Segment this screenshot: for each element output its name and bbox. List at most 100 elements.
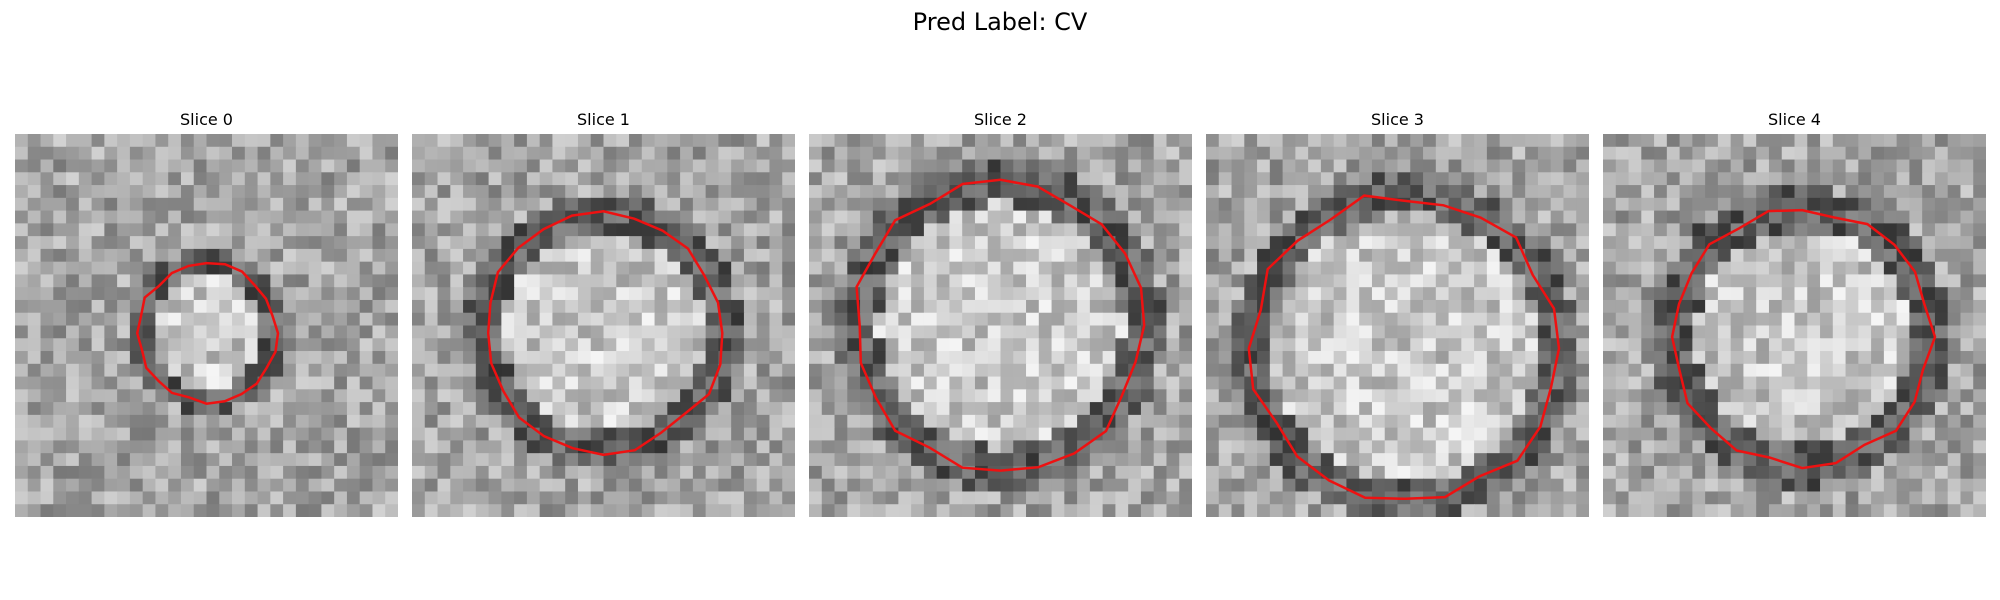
image-pixel (1115, 338, 1128, 351)
image-pixel (898, 262, 911, 275)
image-pixel (860, 313, 873, 326)
image-pixel (731, 453, 744, 466)
image-pixel (309, 198, 322, 211)
image-pixel (1769, 223, 1782, 236)
image-pixel (1077, 504, 1090, 517)
image-pixel (143, 160, 156, 173)
image-pixel (347, 377, 360, 390)
image-pixel (629, 389, 642, 402)
image-pixel (565, 338, 578, 351)
image-pixel (1948, 491, 1961, 504)
image-pixel (757, 211, 770, 224)
image-pixel (1731, 402, 1744, 415)
image-pixel (616, 326, 629, 339)
image-pixel (924, 160, 937, 173)
image-pixel (1398, 440, 1411, 453)
image-pixel (578, 504, 591, 517)
image-pixel (886, 211, 899, 224)
image-pixel (347, 479, 360, 492)
image-pixel (219, 313, 232, 326)
image-pixel (680, 351, 693, 364)
image-pixel (911, 377, 924, 390)
image-pixel (1846, 172, 1859, 185)
image-pixel (501, 236, 514, 249)
image-pixel (1897, 440, 1910, 453)
image-pixel (1166, 300, 1179, 313)
image-pixel (1334, 147, 1347, 160)
image-pixel (1077, 428, 1090, 441)
image-pixel (1346, 440, 1359, 453)
image-pixel (1052, 479, 1065, 492)
image-pixel (1013, 440, 1026, 453)
image-pixel (1321, 185, 1334, 198)
image-pixel (629, 300, 642, 313)
image-pixel (1334, 262, 1347, 275)
image-pixel (552, 466, 565, 479)
image-pixel (822, 377, 835, 390)
image-pixel (1667, 287, 1680, 300)
image-pixel (1103, 428, 1116, 441)
image-pixel (731, 223, 744, 236)
image-pixel (822, 491, 835, 504)
image-pixel (1948, 262, 1961, 275)
image-pixel (283, 211, 296, 224)
image-pixel (258, 172, 271, 185)
image-pixel (1705, 147, 1718, 160)
image-pixel (822, 402, 835, 415)
image-pixel (1295, 249, 1308, 262)
image-pixel (130, 504, 143, 517)
image-pixel (540, 326, 553, 339)
image-pixel (1525, 453, 1538, 466)
image-pixel (194, 428, 207, 441)
image-pixel (232, 364, 245, 377)
image-pixel (1013, 211, 1026, 224)
image-pixel (1897, 172, 1910, 185)
image-pixel (1232, 466, 1245, 479)
image-pixel (66, 147, 79, 160)
image-pixel (718, 223, 731, 236)
image-pixel (1692, 440, 1705, 453)
image-pixel (1884, 351, 1897, 364)
image-pixel (1935, 223, 1948, 236)
image-pixel (1563, 300, 1576, 313)
image-pixel (1551, 223, 1564, 236)
image-pixel (898, 223, 911, 236)
image-pixel (1461, 287, 1474, 300)
image-pixel (1166, 249, 1179, 262)
image-pixel (1026, 287, 1039, 300)
image-pixel (1257, 440, 1270, 453)
image-pixel (1334, 249, 1347, 262)
image-pixel (1052, 504, 1065, 517)
image-pixel (245, 198, 258, 211)
image-pixel (372, 274, 385, 287)
image-pixel (258, 198, 271, 211)
image-pixel (425, 466, 438, 479)
image-pixel (1013, 198, 1026, 211)
image-pixel (757, 402, 770, 415)
image-pixel (604, 504, 617, 517)
image-pixel (591, 326, 604, 339)
image-pixel (1629, 172, 1642, 185)
image-pixel (1257, 326, 1270, 339)
image-pixel (514, 287, 527, 300)
image-pixel (835, 300, 848, 313)
image-pixel (667, 338, 680, 351)
image-pixel (1346, 223, 1359, 236)
image-pixel (168, 440, 181, 453)
image-pixel (1705, 338, 1718, 351)
image-pixel (1973, 300, 1986, 313)
image-pixel (1782, 428, 1795, 441)
image-pixel (744, 147, 757, 160)
image-pixel (873, 300, 886, 313)
image-pixel (1603, 300, 1616, 313)
image-pixel (1128, 147, 1141, 160)
image-pixel (1846, 134, 1859, 147)
image-pixel (1846, 491, 1859, 504)
image-pixel (1858, 198, 1871, 211)
image-pixel (1807, 160, 1820, 173)
image-pixel (667, 274, 680, 287)
image-pixel (425, 351, 438, 364)
image-pixel (1525, 185, 1538, 198)
image-pixel (1667, 236, 1680, 249)
image-pixel (962, 300, 975, 313)
